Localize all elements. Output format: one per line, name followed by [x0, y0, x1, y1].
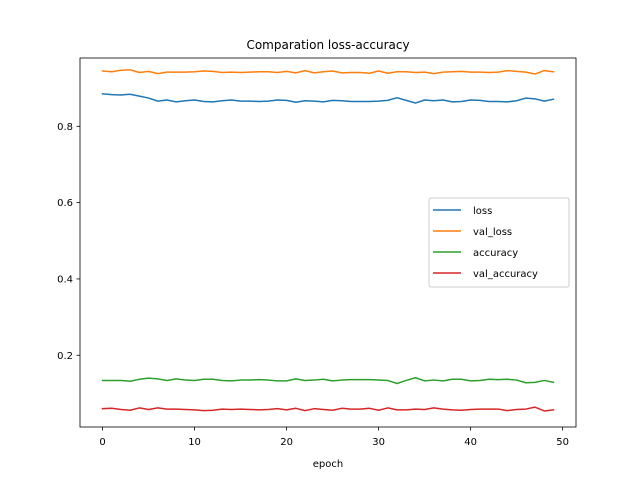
- y-tick-label: 0.2: [57, 351, 73, 362]
- x-tick-label: 20: [280, 437, 293, 448]
- ticks: 0 10 20 30 40 50 0.2 0.4 0.6 0.8: [57, 122, 569, 448]
- x-axis-label: epoch: [313, 459, 343, 470]
- y-tick-label: 0.6: [57, 198, 73, 209]
- legend-label: val_loss: [473, 227, 512, 238]
- plot-lines: [101, 69, 555, 412]
- x-tick-label: 10: [188, 437, 201, 448]
- y-tick-label: 0.8: [57, 122, 73, 133]
- legend: loss val_loss accuracy val_accuracy: [428, 197, 570, 288]
- legend-label: accuracy: [473, 248, 518, 259]
- axes-frame: [79, 57, 577, 428]
- series-line-0: [101, 93, 555, 104]
- series-line-3: [101, 406, 555, 412]
- x-tick-label: 0: [99, 437, 105, 448]
- legend-label: loss: [473, 206, 492, 217]
- x-tick-label: 50: [556, 437, 569, 448]
- chart-title: Comparation loss-accuracy: [246, 38, 409, 52]
- axes: [79, 57, 577, 428]
- x-tick-label: 30: [372, 437, 385, 448]
- legend-box: [428, 197, 570, 288]
- series-line-1: [101, 69, 555, 75]
- series-line-2: [101, 377, 555, 385]
- y-tick-label: 0.4: [57, 274, 73, 285]
- x-tick-label: 40: [464, 437, 477, 448]
- legend-label: val_accuracy: [473, 269, 538, 280]
